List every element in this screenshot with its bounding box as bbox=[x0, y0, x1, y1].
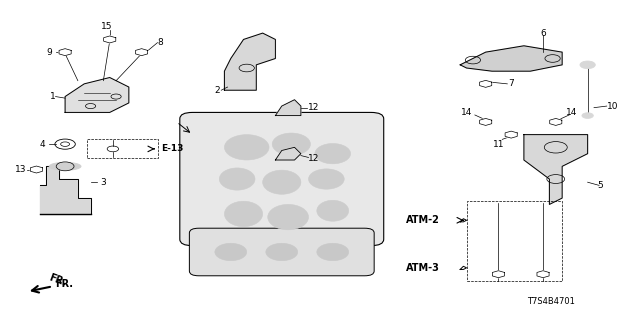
Polygon shape bbox=[275, 100, 301, 116]
Polygon shape bbox=[275, 147, 301, 160]
Ellipse shape bbox=[220, 168, 255, 190]
Polygon shape bbox=[460, 46, 562, 71]
Text: 9: 9 bbox=[46, 48, 52, 57]
Text: ATM-2: ATM-2 bbox=[406, 215, 440, 225]
Ellipse shape bbox=[268, 204, 308, 230]
Ellipse shape bbox=[272, 133, 310, 155]
Polygon shape bbox=[136, 49, 148, 56]
Ellipse shape bbox=[225, 135, 269, 160]
Text: 8: 8 bbox=[158, 38, 164, 47]
Polygon shape bbox=[479, 118, 492, 125]
Circle shape bbox=[582, 113, 593, 118]
Text: 12: 12 bbox=[308, 103, 319, 112]
Circle shape bbox=[580, 61, 595, 69]
Text: 11: 11 bbox=[493, 140, 504, 148]
Polygon shape bbox=[505, 131, 517, 138]
Polygon shape bbox=[479, 80, 492, 87]
Text: 2: 2 bbox=[214, 86, 220, 95]
Ellipse shape bbox=[315, 143, 351, 164]
Text: FR.: FR. bbox=[32, 279, 74, 292]
Polygon shape bbox=[65, 77, 129, 112]
Text: 4: 4 bbox=[40, 140, 45, 148]
Ellipse shape bbox=[49, 162, 81, 170]
Text: 15: 15 bbox=[100, 22, 112, 31]
Text: 1: 1 bbox=[49, 92, 55, 101]
Ellipse shape bbox=[262, 170, 301, 194]
Text: 14: 14 bbox=[461, 108, 472, 117]
FancyBboxPatch shape bbox=[189, 228, 374, 276]
FancyBboxPatch shape bbox=[180, 112, 384, 246]
Text: 6: 6 bbox=[540, 28, 546, 38]
Ellipse shape bbox=[317, 243, 349, 261]
Text: ATM-3: ATM-3 bbox=[406, 263, 440, 273]
Text: 12: 12 bbox=[308, 154, 319, 163]
Polygon shape bbox=[524, 135, 588, 204]
Polygon shape bbox=[550, 118, 562, 125]
Text: 5: 5 bbox=[598, 181, 604, 190]
Polygon shape bbox=[492, 271, 504, 278]
Polygon shape bbox=[537, 271, 549, 278]
Ellipse shape bbox=[225, 201, 262, 227]
Text: 3: 3 bbox=[100, 178, 106, 187]
Polygon shape bbox=[59, 49, 71, 56]
Ellipse shape bbox=[215, 243, 246, 261]
Ellipse shape bbox=[266, 243, 298, 261]
Text: 7: 7 bbox=[508, 79, 514, 88]
Text: 10: 10 bbox=[607, 101, 619, 111]
Text: FR.: FR. bbox=[47, 272, 68, 288]
Text: T7S4B4701: T7S4B4701 bbox=[527, 297, 575, 306]
Polygon shape bbox=[104, 36, 116, 43]
Polygon shape bbox=[225, 33, 275, 90]
Polygon shape bbox=[40, 166, 91, 214]
Text: E-13: E-13 bbox=[161, 144, 183, 153]
Text: 14: 14 bbox=[566, 108, 577, 117]
Ellipse shape bbox=[308, 169, 344, 189]
Polygon shape bbox=[30, 166, 42, 173]
Ellipse shape bbox=[317, 200, 349, 221]
Text: 13: 13 bbox=[15, 165, 26, 174]
